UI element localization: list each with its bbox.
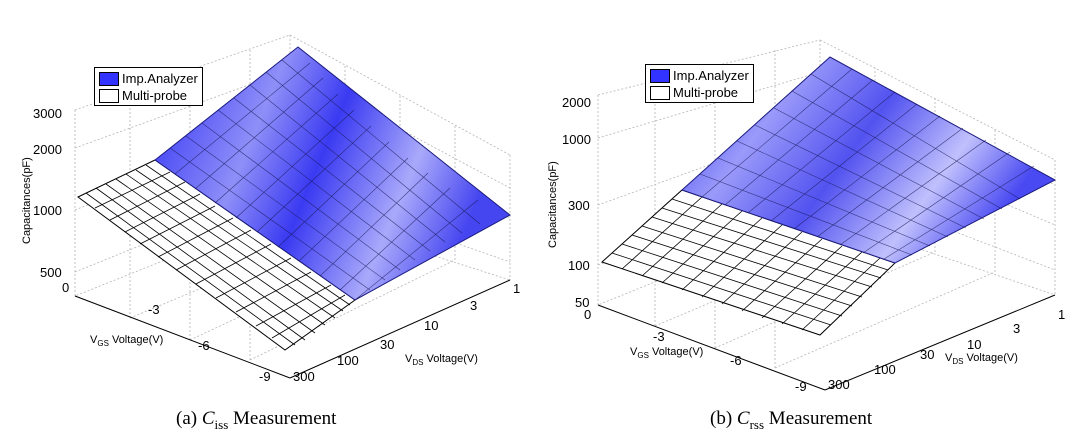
chart-a-legend: Imp.Analyzer Multi-probe: [94, 67, 203, 106]
chart-b-multiprobe-mesh: [611, 196, 889, 331]
vgs-tick: -9: [259, 369, 271, 384]
imp-analyzer-swatch: [650, 68, 670, 83]
chart-b-axes: [597, 294, 1056, 391]
vds-tick: 100: [337, 353, 359, 368]
chart-b-impanalyzer-mesh: [699, 68, 1035, 260]
chart-b-zlabel: Capacitances(pF): [547, 161, 559, 248]
chart-b-vds-ticks: 1 3 10 30 100 300: [828, 307, 1065, 392]
chart-a-zlabel: Capacitances(pF): [21, 157, 33, 244]
vds-tick: 300: [293, 369, 315, 384]
z-tick: 3000: [33, 106, 62, 121]
vds-tick: 10: [967, 337, 981, 352]
legend-label: Imp.Analyzer: [673, 68, 749, 83]
chart-a-vgs-ticks: 0 -3 -6 -9: [62, 280, 271, 384]
vds-tick: 300: [828, 377, 850, 392]
chart-b-caption: (b) Crss Measurement: [710, 408, 873, 432]
z-tick: 300: [568, 198, 590, 213]
z-tick: 100: [568, 258, 590, 273]
legend-entry: Imp.Analyzer: [650, 67, 749, 84]
chart-a-vgs-label: VGS Voltage(V): [90, 334, 163, 348]
legend-entry: Multi-probe: [99, 87, 198, 104]
z-tick: 2000: [33, 142, 62, 157]
vds-tick: 3: [470, 298, 477, 313]
multi-probe-swatch: [99, 88, 119, 103]
chart-b-legend: Imp.Analyzer Multi-probe: [645, 64, 754, 103]
vgs-tick: -3: [653, 329, 665, 344]
multi-probe-swatch: [650, 85, 670, 100]
chart-a-impanalyzer-mesh: [169, 59, 481, 301]
chart-a-caption: (a) Ciss Measurement: [176, 408, 337, 432]
legend-label: Imp.Analyzer: [122, 71, 198, 86]
vds-tick: 3: [1013, 321, 1020, 336]
vgs-tick: -9: [795, 379, 807, 394]
chart-a-impanalyzer-surface: [154, 46, 511, 301]
chart-a-vds-label: VDS Voltage(V): [405, 353, 478, 367]
vds-tick: 30: [920, 347, 934, 362]
chart-b-vds-label: VDS Voltage(V): [945, 352, 1018, 366]
vds-tick: 1: [513, 281, 520, 296]
vds-tick: 10: [424, 318, 438, 333]
z-tick: 1000: [562, 132, 591, 147]
chart-b-vgs-label: VGS Voltage(V): [630, 346, 703, 360]
vgs-tick: -6: [730, 353, 742, 368]
vgs-tick: -6: [198, 338, 210, 353]
vgs-tick: -3: [148, 302, 160, 317]
chart-a-z-ticks: 3000 2000 1000 500: [33, 106, 62, 280]
chart-a-vds-ticks: 1 3 10 30 100 300: [293, 281, 520, 384]
vds-tick: 30: [380, 337, 394, 352]
legend-label: Multi-probe: [122, 88, 188, 103]
chart-a-multiprobe-mesh: [85, 164, 351, 346]
vgs-tick: 0: [62, 280, 69, 295]
legend-entry: Multi-probe: [650, 84, 749, 101]
chart-a: 3000 2000 1000 500 Capacitances(pF) 0 -3…: [21, 34, 520, 384]
chart-b-z-ticks: 2000 1000 300 100 50: [562, 95, 591, 310]
chart-b: 2000 1000 300 100 50 Capacitances(pF) 0 …: [547, 39, 1065, 394]
z-tick: 2000: [562, 95, 591, 110]
chart-b-vgs-ticks: 0 -3 -6 -9: [584, 307, 807, 394]
legend-entry: Imp.Analyzer: [99, 70, 198, 87]
z-tick: 50: [575, 295, 589, 310]
chart-a-axes: [74, 279, 511, 379]
vds-tick: 1: [1058, 307, 1065, 322]
z-tick: 1000: [33, 203, 62, 218]
vgs-tick: 0: [584, 307, 591, 322]
legend-label: Multi-probe: [673, 85, 739, 100]
vds-tick: 100: [874, 362, 896, 377]
imp-analyzer-swatch: [99, 71, 119, 86]
z-tick: 500: [40, 265, 62, 280]
